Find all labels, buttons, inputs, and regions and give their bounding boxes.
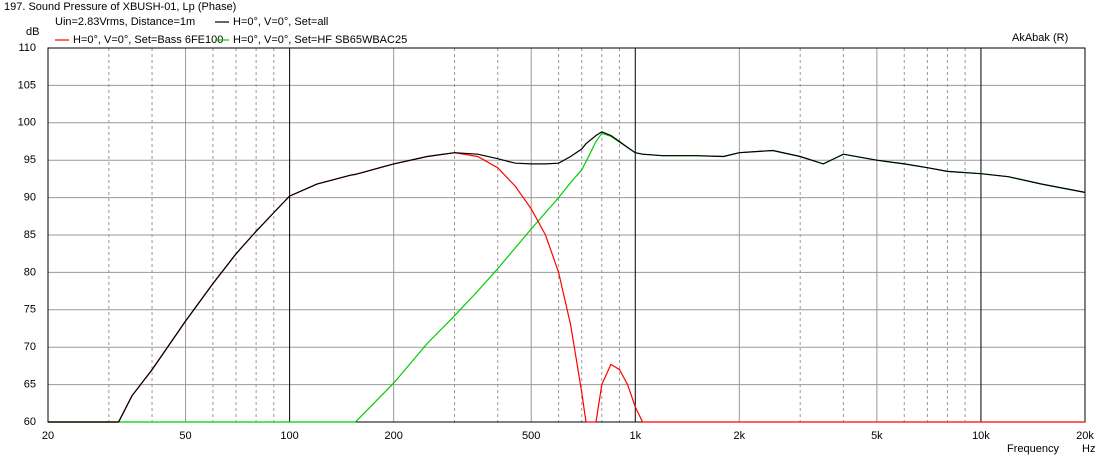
y-tick-label: 85 <box>24 229 36 241</box>
series-line <box>48 131 1086 423</box>
y-tick-label: 95 <box>24 154 36 166</box>
annotation: AkAbak (R) <box>1012 32 1068 44</box>
y-tick-label: 90 <box>24 192 36 204</box>
x-axis-unit: Hz <box>1082 443 1095 455</box>
y-tick-label: 60 <box>24 416 36 428</box>
y-tick-label: 70 <box>24 341 36 353</box>
y-tick-label: 75 <box>24 304 36 316</box>
x-tick-label: 500 <box>522 430 540 442</box>
y-tick-label: 80 <box>24 266 36 278</box>
y-tick-label: 65 <box>24 379 36 391</box>
subtitle: Uin=2.83Vrms, Distance=1m <box>55 16 195 28</box>
y-axis-label: dB <box>26 26 39 38</box>
y-tick-label: 105 <box>18 79 36 91</box>
plot-border <box>47 47 1086 423</box>
x-tick-label: 1k <box>629 430 641 442</box>
x-tick-label: 50 <box>179 430 191 442</box>
x-tick-label: 200 <box>384 430 402 442</box>
x-tick-label: 5k <box>871 430 883 442</box>
y-tick-label: 100 <box>18 117 36 129</box>
x-tick-label: 20 <box>42 430 54 442</box>
legend-label: H=0°, V=0°, Set=Bass 6FE100 <box>73 34 223 46</box>
series-line <box>48 132 1086 423</box>
x-tick-label: 20k <box>1076 430 1094 442</box>
chart-title: 197. Sound Pressure of XBUSH-01, Lp (Pha… <box>4 1 236 13</box>
x-tick-label: 10k <box>972 430 990 442</box>
x-tick-label: 2k <box>734 430 746 442</box>
legend-label: H=0°, V=0°, Set=HF SB65WBAC25 <box>233 34 407 46</box>
x-axis-label: Frequency <box>1007 443 1059 455</box>
y-tick-label: 110 <box>18 42 36 54</box>
series-line <box>48 152 1085 423</box>
x-tick-label: 100 <box>280 430 298 442</box>
legend-label: H=0°, V=0°, Set=all <box>233 16 328 28</box>
